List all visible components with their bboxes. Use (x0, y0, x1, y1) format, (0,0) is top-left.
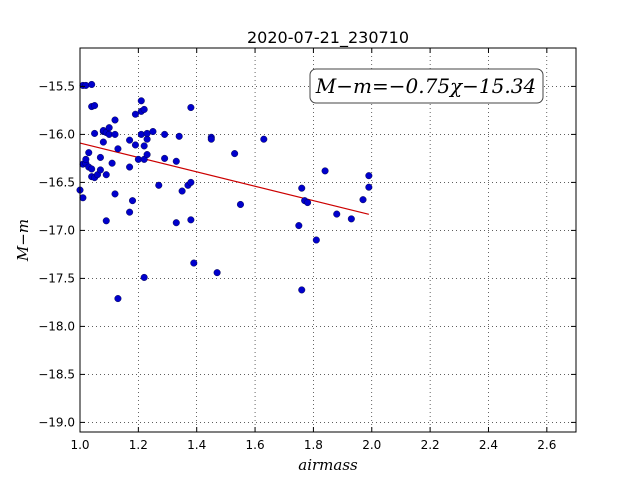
data-point (99, 138, 107, 146)
data-point (295, 222, 303, 230)
data-point (111, 116, 119, 124)
y-tick-label: −17.0 (38, 223, 75, 237)
data-point (134, 155, 142, 163)
y-tick-label: −16.5 (38, 175, 75, 189)
data-point (137, 97, 145, 105)
x-tick-labels: 1.0 1.2 1.4 1.6 1.8 2.0 2.2 2.4 2.6 (70, 438, 556, 452)
data-point (88, 165, 96, 173)
data-point (187, 104, 195, 112)
y-tick-label: −17.5 (38, 271, 75, 285)
data-point (114, 145, 122, 153)
data-point (91, 102, 99, 110)
data-point (111, 190, 119, 198)
fit-annotation-box: M−m=−0.75χ−15.34 (309, 68, 544, 104)
data-point (333, 210, 341, 218)
data-point (111, 130, 119, 138)
data-point (140, 142, 148, 150)
data-point (312, 236, 320, 244)
chart-title: 2020-07-21_230710 (247, 28, 409, 48)
data-point (131, 141, 139, 149)
x-tick-label: 1.0 (70, 438, 89, 452)
data-point (105, 124, 113, 132)
data-point (82, 155, 90, 163)
data-point (172, 157, 180, 165)
fit-equation: M−m=−0.75χ−15.34 (315, 74, 536, 98)
data-point (187, 178, 195, 186)
data-point (102, 217, 110, 225)
tick-marks (79, 48, 576, 432)
data-point (126, 163, 134, 171)
data-point (91, 129, 99, 137)
y-tick-label: −16.0 (38, 127, 75, 141)
x-tick-label: 1.6 (246, 438, 265, 452)
x-tick-label: 1.2 (129, 438, 148, 452)
data-point (126, 208, 134, 216)
data-point (298, 184, 306, 192)
data-point (143, 129, 151, 137)
data-point (149, 128, 157, 136)
data-point (82, 81, 90, 89)
data-point (85, 149, 93, 157)
y-axis-label: M−m (14, 219, 32, 262)
data-point (161, 130, 169, 138)
data-point (321, 167, 329, 175)
data-point (155, 181, 163, 189)
x-tick-label: 2.4 (479, 438, 498, 452)
x-tick-label: 1.4 (187, 438, 206, 452)
x-tick-label: 2.2 (421, 438, 440, 452)
data-point (140, 273, 148, 281)
data-point (126, 136, 134, 144)
data-point (102, 171, 110, 179)
data-point (114, 295, 122, 303)
annotation-frame (309, 68, 544, 104)
data-point (137, 130, 145, 138)
data-point (79, 194, 87, 202)
data-point (140, 105, 148, 113)
x-axis-label: airmass (298, 456, 358, 474)
y-tick-label: −18.5 (38, 367, 75, 381)
x-tick-label: 1.8 (304, 438, 323, 452)
data-point (96, 153, 104, 161)
data-point (161, 154, 169, 162)
data-point (365, 183, 373, 191)
data-point (172, 219, 180, 227)
y-tick-labels: −15.5 −16.0 −16.5 −17.0 −17.5 −18.0 −18.5 −19.0 (38, 79, 75, 429)
data-point (129, 197, 137, 205)
scatter-points (76, 80, 373, 303)
data-point (96, 166, 104, 174)
y-tick-label: −19.0 (38, 415, 75, 429)
data-point (365, 172, 373, 180)
data-point (236, 200, 244, 208)
data-point (178, 187, 186, 195)
data-point (347, 215, 355, 223)
data-point (88, 80, 96, 88)
grid (79, 48, 576, 432)
x-tick-label: 2.0 (362, 438, 381, 452)
fit-line (79, 142, 369, 215)
data-point (143, 151, 151, 159)
data-point (187, 216, 195, 224)
data-point (105, 130, 113, 138)
plot-frame (79, 47, 577, 433)
x-tick-label: 2.6 (537, 438, 556, 452)
data-point (298, 286, 306, 294)
data-point (207, 135, 215, 143)
data-point (175, 132, 183, 140)
fit-line-group (79, 142, 369, 215)
data-point (213, 269, 221, 277)
y-tick-label: −18.0 (38, 319, 75, 333)
data-point (359, 196, 367, 204)
y-tick-label: −15.5 (38, 79, 75, 93)
data-point (231, 150, 239, 158)
data-point (260, 135, 268, 143)
data-point (131, 110, 139, 118)
data-point (108, 159, 116, 167)
data-point (304, 199, 312, 207)
data-point (190, 259, 198, 267)
